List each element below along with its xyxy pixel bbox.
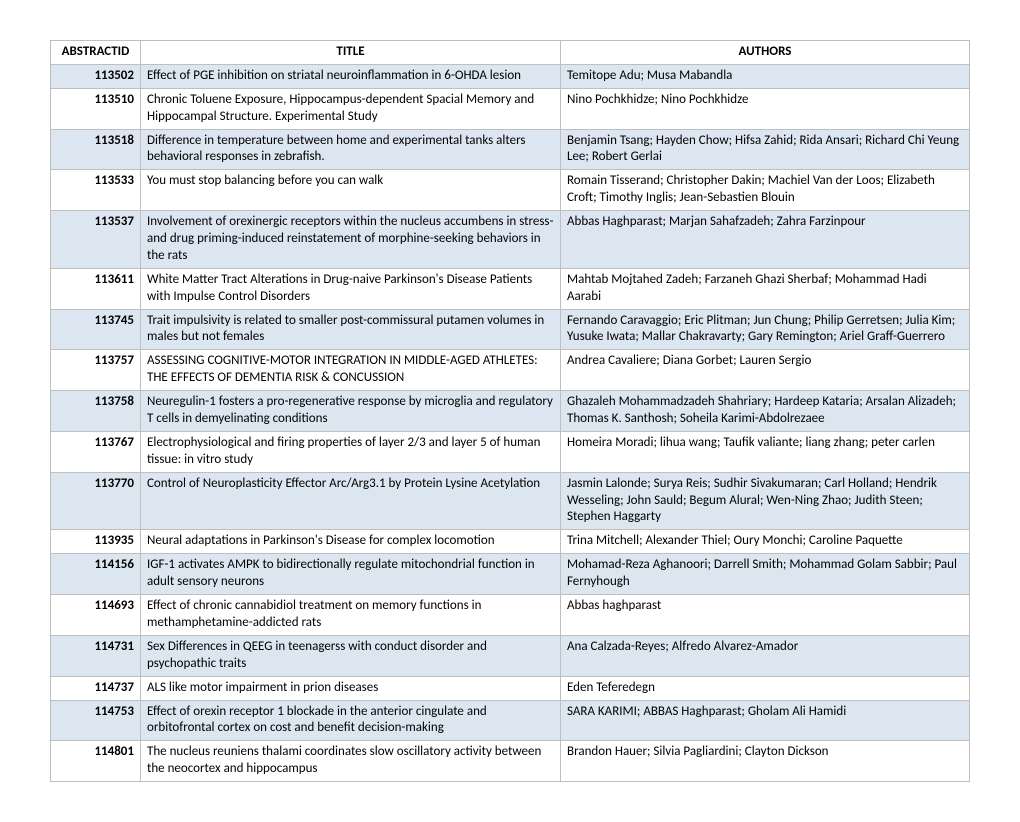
cell-authors: Ghazaleh Mohammadzadeh Shahriary; Hardee… [561, 391, 970, 432]
table-row: 114737ALS like motor impairment in prion… [51, 676, 970, 700]
cell-title: Effect of orexin receptor 1 blockade in … [141, 700, 561, 741]
cell-authors: Fernando Caravaggio; Eric Plitman; Jun C… [561, 309, 970, 350]
cell-authors: SARA KARIMI; ABBAS Haghparast; Gholam Al… [561, 700, 970, 741]
table-row: 113767Electrophysiological and firing pr… [51, 431, 970, 472]
cell-abstractid: 113770 [51, 472, 141, 530]
table-row: 113770Control of Neuroplasticity Effecto… [51, 472, 970, 530]
cell-authors: Andrea Cavaliere; Diana Gorbet; Lauren S… [561, 350, 970, 391]
cell-abstractid: 114693 [51, 595, 141, 636]
cell-title: White Matter Tract Alterations in Drug-n… [141, 268, 561, 309]
table-row: 114731Sex Differences in QEEG in teenage… [51, 635, 970, 676]
table-row: 113537Involvement of orexinergic recepto… [51, 211, 970, 269]
cell-abstractid: 114156 [51, 554, 141, 595]
cell-abstractid: 113758 [51, 391, 141, 432]
cell-title: Neural adaptations in Parkinson's Diseas… [141, 530, 561, 554]
cell-authors: Brandon Hauer; Silvia Pagliardini; Clayt… [561, 741, 970, 782]
col-title: TITLE [141, 41, 561, 65]
cell-authors: Romain Tisserand; Christopher Dakin; Mac… [561, 170, 970, 211]
cell-title: Electrophysiological and firing properti… [141, 431, 561, 472]
table-row: 113935Neural adaptations in Parkinson's … [51, 530, 970, 554]
cell-authors: Homeira Moradi; lihua wang; Taufik valia… [561, 431, 970, 472]
table-row: 113758Neuregulin-1 fosters a pro-regener… [51, 391, 970, 432]
cell-title: You must stop balancing before you can w… [141, 170, 561, 211]
cell-authors: Jasmin Lalonde; Surya Reis; Sudhir Sivak… [561, 472, 970, 530]
cell-title: Sex Differences in QEEG in teenagerss wi… [141, 635, 561, 676]
cell-title: ALS like motor impairment in prion disea… [141, 676, 561, 700]
abstracts-table: ABSTRACTID TITLE AUTHORS 113502Effect of… [50, 40, 970, 782]
cell-abstractid: 114731 [51, 635, 141, 676]
table-row: 114693Effect of chronic cannabidiol trea… [51, 595, 970, 636]
cell-title: Chronic Toluene Exposure, Hippocampus-de… [141, 88, 561, 129]
cell-authors: Mahtab Mojtahed Zadeh; Farzaneh Ghazi Sh… [561, 268, 970, 309]
cell-authors: Abbas Haghparast; Marjan Sahafzadeh; Zah… [561, 211, 970, 269]
table-row: 114753Effect of orexin receptor 1 blocka… [51, 700, 970, 741]
cell-abstractid: 113537 [51, 211, 141, 269]
cell-title: Trait impulsivity is related to smaller … [141, 309, 561, 350]
cell-abstractid: 113767 [51, 431, 141, 472]
header-row: ABSTRACTID TITLE AUTHORS [51, 41, 970, 65]
col-authors: AUTHORS [561, 41, 970, 65]
cell-abstractid: 113518 [51, 129, 141, 170]
table-row: 113611White Matter Tract Alterations in … [51, 268, 970, 309]
col-abstractid: ABSTRACTID [51, 41, 141, 65]
cell-abstractid: 114801 [51, 741, 141, 782]
cell-abstractid: 114737 [51, 676, 141, 700]
cell-title: Effect of PGE inhibition on striatal neu… [141, 64, 561, 88]
cell-title: The nucleus reuniens thalami coordinates… [141, 741, 561, 782]
cell-abstractid: 113745 [51, 309, 141, 350]
cell-title: Neuregulin-1 fosters a pro-regenerative … [141, 391, 561, 432]
table-row: 113518Difference in temperature between … [51, 129, 970, 170]
cell-title: Control of Neuroplasticity Effector Arc/… [141, 472, 561, 530]
cell-authors: Abbas haghparast [561, 595, 970, 636]
cell-authors: Temitope Adu; Musa Mabandla [561, 64, 970, 88]
cell-title: Involvement of orexinergic receptors wit… [141, 211, 561, 269]
cell-authors: Eden Teferedegn [561, 676, 970, 700]
cell-abstractid: 113935 [51, 530, 141, 554]
table-row: 113502Effect of PGE inhibition on striat… [51, 64, 970, 88]
table-row: 113757ASSESSING COGNITIVE-MOTOR INTEGRAT… [51, 350, 970, 391]
table-row: 113533You must stop balancing before you… [51, 170, 970, 211]
cell-authors: Ana Calzada-Reyes; Alfredo Alvarez-Amado… [561, 635, 970, 676]
cell-abstractid: 113533 [51, 170, 141, 211]
cell-authors: Trina Mitchell; Alexander Thiel; Oury Mo… [561, 530, 970, 554]
table-row: 114156IGF-1 activates AMPK to bidirectio… [51, 554, 970, 595]
cell-title: ASSESSING COGNITIVE-MOTOR INTEGRATION IN… [141, 350, 561, 391]
cell-authors: Mohamad-Reza Aghanoori; Darrell Smith; M… [561, 554, 970, 595]
cell-title: Effect of chronic cannabidiol treatment … [141, 595, 561, 636]
cell-abstractid: 114753 [51, 700, 141, 741]
cell-abstractid: 113510 [51, 88, 141, 129]
table-row: 113745Trait impulsivity is related to sm… [51, 309, 970, 350]
cell-abstractid: 113757 [51, 350, 141, 391]
cell-authors: Nino Pochkhidze; Nino Pochkhidze [561, 88, 970, 129]
table-row: 114801The nucleus reuniens thalami coord… [51, 741, 970, 782]
cell-authors: Benjamin Tsang; Hayden Chow; Hifsa Zahid… [561, 129, 970, 170]
cell-abstractid: 113502 [51, 64, 141, 88]
cell-title: IGF-1 activates AMPK to bidirectionally … [141, 554, 561, 595]
cell-abstractid: 113611 [51, 268, 141, 309]
cell-title: Difference in temperature between home a… [141, 129, 561, 170]
table-row: 113510Chronic Toluene Exposure, Hippocam… [51, 88, 970, 129]
